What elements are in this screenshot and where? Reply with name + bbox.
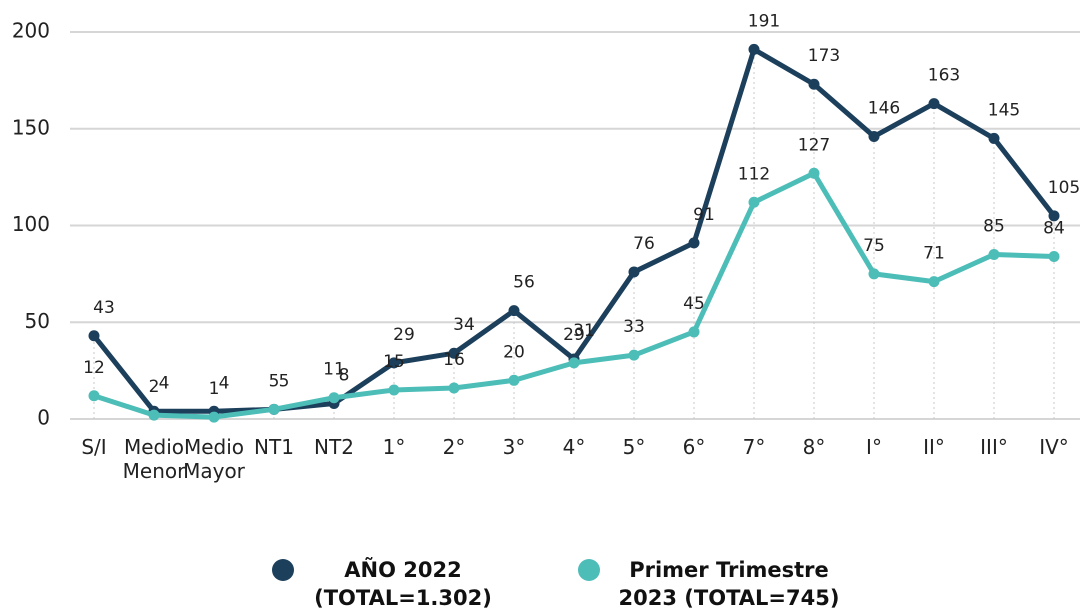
x-tick-label: 1° <box>382 435 406 459</box>
data-label: 29 <box>563 325 585 345</box>
point <box>868 268 880 280</box>
data-label: 16 <box>443 350 465 370</box>
data-label: 43 <box>93 298 115 318</box>
legend-item: Primer Trimestre 2023 (TOTAL=745) <box>578 556 844 612</box>
data-label: 105 <box>1048 178 1080 198</box>
point <box>748 43 760 55</box>
x-tick-label: 6° <box>682 435 706 459</box>
x-tick-label: 2° <box>442 435 466 459</box>
point <box>628 349 640 361</box>
x-tick-label: III° <box>980 435 1008 459</box>
x-tick-label: NT2 <box>314 435 354 459</box>
x-tick-label: II° <box>923 435 945 459</box>
point <box>988 132 1000 144</box>
point <box>388 384 400 396</box>
data-label: 15 <box>383 352 405 372</box>
point <box>928 276 940 288</box>
point <box>88 390 100 402</box>
point <box>988 249 1000 261</box>
point <box>1048 250 1060 262</box>
point <box>148 409 160 421</box>
data-label: 33 <box>623 317 645 337</box>
x-tick-label: IV° <box>1039 435 1069 459</box>
y-tick-label: 0 <box>37 406 50 430</box>
data-label: 8 <box>339 366 350 386</box>
point <box>928 98 940 110</box>
x-tick-label: 8° <box>802 435 826 459</box>
point <box>208 411 220 423</box>
y-tick-label: 200 <box>12 19 50 43</box>
data-label: 75 <box>863 236 885 256</box>
data-label: 34 <box>453 315 475 335</box>
data-label: 1 <box>209 379 220 399</box>
data-label: 112 <box>738 164 770 184</box>
data-label: 191 <box>748 11 780 31</box>
legend-swatch <box>272 559 294 581</box>
data-label: 45 <box>683 294 705 314</box>
data-label: 127 <box>798 135 830 155</box>
point <box>88 330 100 342</box>
legend-label: Primer Trimestre 2023 (TOTAL=745) <box>618 558 840 610</box>
data-label: 91 <box>693 205 715 225</box>
point <box>328 392 340 404</box>
data-label: 163 <box>928 66 960 86</box>
data-label: 12 <box>83 358 105 378</box>
data-label: 145 <box>988 100 1020 120</box>
y-tick-label: 50 <box>25 309 50 333</box>
point <box>1048 210 1060 222</box>
point <box>808 78 820 90</box>
data-label: 146 <box>868 98 900 118</box>
legend-label: AÑO 2022 (TOTAL=1.302) <box>314 558 492 610</box>
point <box>568 357 580 369</box>
y-tick-label: 150 <box>12 115 50 139</box>
x-tick-label: NT1 <box>254 435 294 459</box>
x-tick-label: Medio Mayor <box>183 435 245 483</box>
data-label: 31 <box>573 321 595 341</box>
legend-swatch <box>578 559 600 581</box>
point <box>628 266 640 278</box>
data-label: 20 <box>503 342 525 362</box>
point <box>748 196 760 208</box>
data-label: 56 <box>513 273 535 293</box>
series-line <box>93 170 1055 420</box>
point <box>808 167 820 179</box>
point <box>508 305 520 317</box>
data-label: 84 <box>1043 218 1065 238</box>
point <box>448 382 460 394</box>
data-label: 5 <box>279 371 290 391</box>
data-label: 2 <box>149 377 160 397</box>
data-label: 29 <box>393 325 415 345</box>
x-tick-label: Medio Menor <box>122 435 186 483</box>
y-tick-label: 100 <box>12 212 50 236</box>
legend-item: AÑO 2022 (TOTAL=1.302) <box>272 556 498 612</box>
x-tick-label: 7° <box>742 435 766 459</box>
data-label: 173 <box>808 46 840 66</box>
x-tick-label: 5° <box>622 435 646 459</box>
x-tick-label: I° <box>866 435 882 459</box>
point <box>448 347 460 359</box>
point <box>268 403 280 415</box>
data-label: 76 <box>633 234 655 254</box>
x-tick-label: S/I <box>81 435 107 459</box>
data-label: 11 <box>323 360 345 380</box>
data-label: 5 <box>269 371 280 391</box>
data-label: 85 <box>983 217 1005 237</box>
point <box>868 130 880 142</box>
point <box>688 326 700 338</box>
x-tick-label: 4° <box>562 435 586 459</box>
x-tick-label: 3° <box>502 435 526 459</box>
data-label: 71 <box>923 244 945 264</box>
point <box>388 357 400 369</box>
point <box>508 374 520 386</box>
data-label: 4 <box>219 373 230 393</box>
point <box>688 237 700 249</box>
data-label: 4 <box>159 373 170 393</box>
